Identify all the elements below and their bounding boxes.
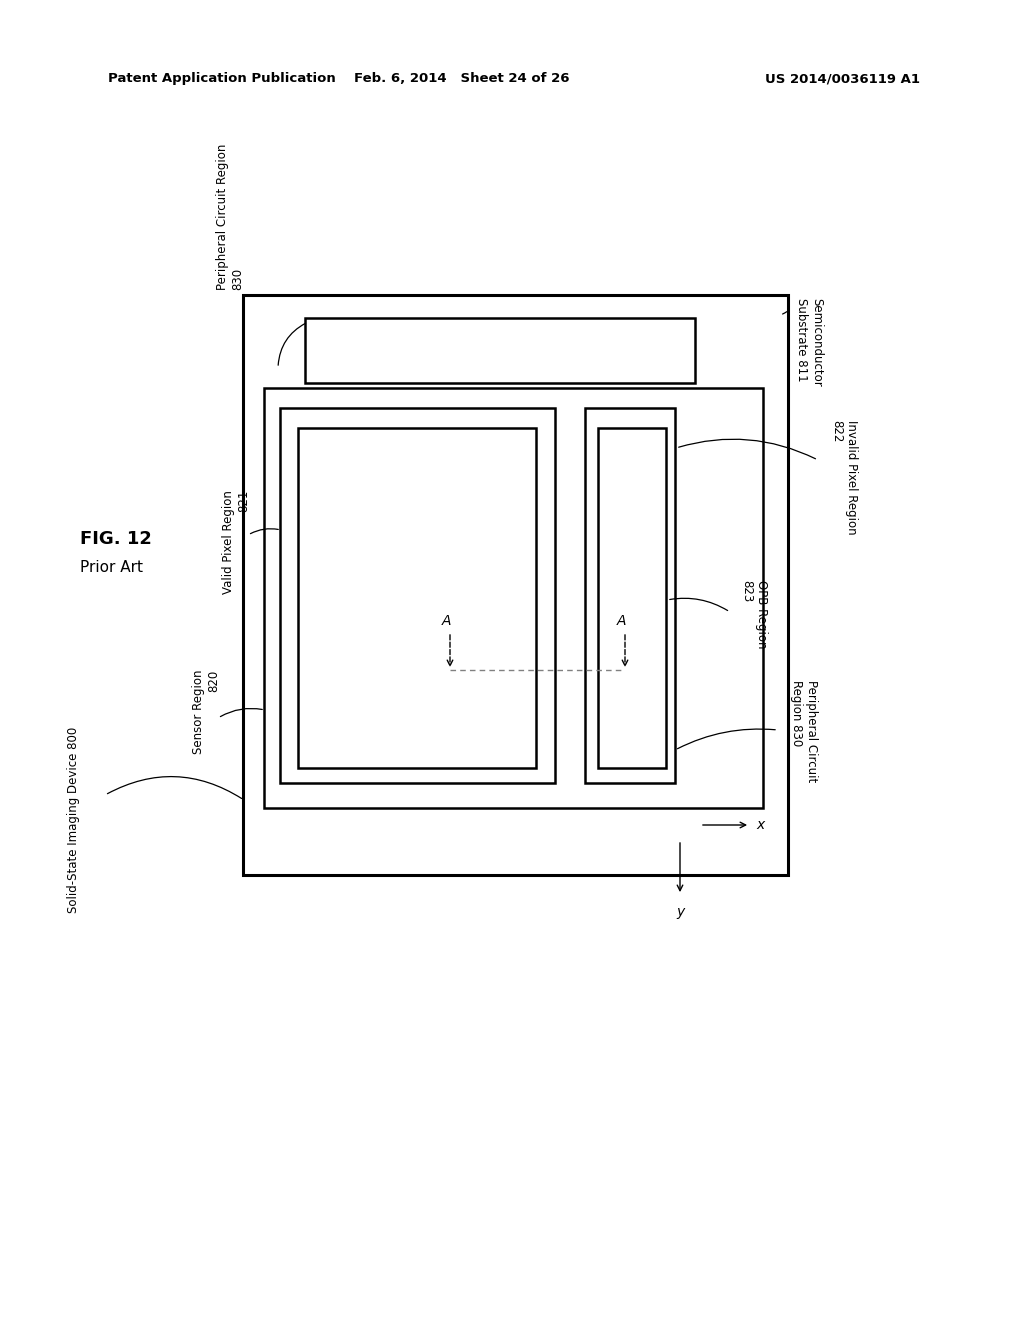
Text: Prior Art: Prior Art xyxy=(80,560,143,576)
Text: Peripheral Circuit
Region 830: Peripheral Circuit Region 830 xyxy=(790,680,818,783)
Text: Solid-State Imaging Device 800: Solid-State Imaging Device 800 xyxy=(67,727,80,913)
Bar xyxy=(598,428,666,768)
Text: FIG. 12: FIG. 12 xyxy=(80,531,152,548)
Text: A: A xyxy=(441,614,451,628)
Bar xyxy=(305,742,695,805)
Text: Peripheral Circuit Region
830: Peripheral Circuit Region 830 xyxy=(216,144,244,290)
Bar xyxy=(280,408,555,783)
Text: Patent Application Publication: Patent Application Publication xyxy=(108,73,336,84)
Text: Feb. 6, 2014   Sheet 24 of 26: Feb. 6, 2014 Sheet 24 of 26 xyxy=(354,73,569,84)
Text: y: y xyxy=(676,906,684,919)
Bar xyxy=(298,428,536,768)
Text: OPB Region
823: OPB Region 823 xyxy=(740,579,768,648)
Text: Sensor Region
820: Sensor Region 820 xyxy=(193,671,220,755)
Text: Valid Pixel Region
821: Valid Pixel Region 821 xyxy=(222,490,250,594)
Text: US 2014/0036119 A1: US 2014/0036119 A1 xyxy=(765,73,920,84)
Text: Semiconductor
Substrate 811: Semiconductor Substrate 811 xyxy=(795,298,823,387)
Text: A: A xyxy=(616,614,626,628)
Text: Invalid Pixel Region
822: Invalid Pixel Region 822 xyxy=(830,420,858,535)
Bar xyxy=(585,408,675,783)
Bar xyxy=(305,318,695,383)
Text: x: x xyxy=(756,818,764,832)
Bar xyxy=(264,388,763,808)
Bar xyxy=(243,294,788,875)
